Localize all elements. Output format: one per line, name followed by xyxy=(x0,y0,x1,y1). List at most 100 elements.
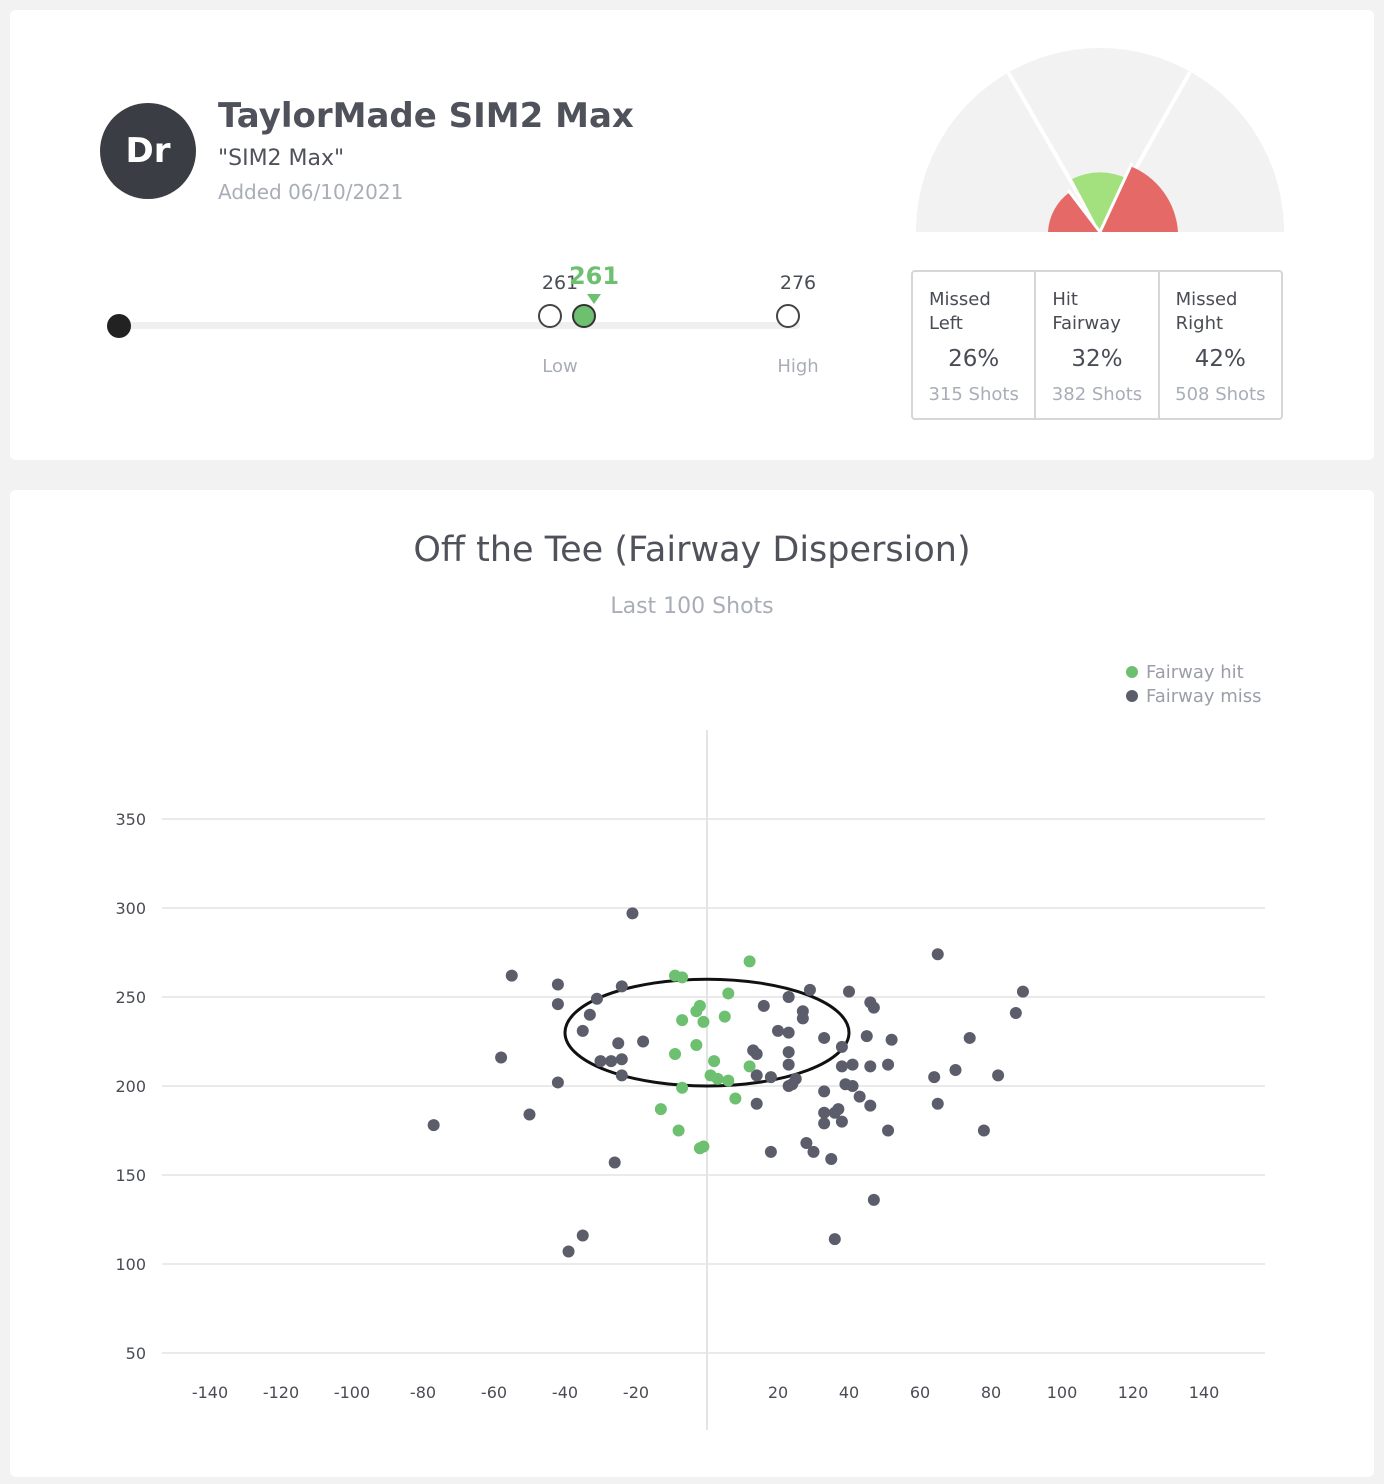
fairway-miss-point xyxy=(818,1031,831,1044)
dispersion-chart-card: Off the Tee (Fairway Dispersion) Last 10… xyxy=(10,490,1374,1477)
x-tick-label: -120 xyxy=(263,1383,299,1402)
fairway-miss-point xyxy=(583,1008,596,1021)
fairway-miss-point xyxy=(782,1026,795,1039)
gauge-missed-right-segment xyxy=(1100,166,1178,232)
fairway-miss-point xyxy=(800,1136,813,1149)
low-distance-value: 261 xyxy=(541,272,579,294)
fairway-miss-point xyxy=(590,992,603,1005)
fairway-hit-point xyxy=(672,1124,685,1137)
fairway-miss-point xyxy=(864,1060,877,1073)
x-tick-label: -60 xyxy=(481,1383,507,1402)
stat-percent: 32% xyxy=(1071,346,1123,372)
fairway-miss-point xyxy=(1009,1007,1022,1020)
club-name: TaylorMade SIM2 Max xyxy=(218,96,634,136)
fairway-miss-point xyxy=(757,999,770,1012)
y-tick-label: 50 xyxy=(126,1344,146,1363)
y-tick-label: 200 xyxy=(115,1077,146,1096)
y-tick-label: 150 xyxy=(115,1166,146,1185)
fairway-miss-point xyxy=(796,1012,809,1025)
x-tick-label: 80 xyxy=(981,1383,1001,1402)
fairway-miss-point xyxy=(835,1060,848,1073)
fairway-miss-point xyxy=(864,1099,877,1112)
y-tick-label: 350 xyxy=(115,810,146,829)
accuracy-stats-table: Missed Left 26% 315 Shots Hit Fairway 32… xyxy=(911,270,1283,420)
fairway-miss-point xyxy=(803,983,816,996)
gauge-missed-left-segment xyxy=(1048,192,1100,232)
fairway-miss-point xyxy=(867,1001,880,1014)
fairway-miss-point xyxy=(1016,985,1029,998)
legend-item-hit[interactable]: Fairway hit xyxy=(1126,660,1262,684)
fairway-miss-point xyxy=(594,1055,607,1068)
fairway-miss-point xyxy=(576,1229,589,1242)
fairway-miss-point xyxy=(843,985,855,998)
x-tick-label: -20 xyxy=(623,1383,649,1402)
fairway-miss-point xyxy=(750,1097,763,1110)
fairway-miss-point xyxy=(818,1117,831,1130)
stat-shots: 508 Shots xyxy=(1175,384,1266,405)
fairway-hit-point xyxy=(654,1103,667,1116)
fairway-hit-point xyxy=(676,1014,689,1027)
fairway-miss-point xyxy=(846,1058,859,1071)
gauge-seg-divider-left xyxy=(1066,189,1102,233)
stat-percent: 26% xyxy=(948,346,1000,372)
fairway-miss-point xyxy=(782,991,795,1003)
fairway-miss-point xyxy=(977,1124,990,1137)
x-tick-label: 60 xyxy=(910,1383,930,1402)
low-distance-marker xyxy=(538,304,562,328)
fairway-hit-point xyxy=(690,1039,703,1052)
fairway-miss-point xyxy=(882,1124,895,1137)
fairway-miss-point xyxy=(615,1053,628,1066)
legend-item-miss[interactable]: Fairway miss xyxy=(1126,684,1262,708)
stat-hit-fairway: Hit Fairway 32% 382 Shots xyxy=(1036,272,1160,418)
chart-title: Off the Tee (Fairway Dispersion) xyxy=(413,530,971,570)
fairway-miss-point xyxy=(818,1106,831,1119)
accuracy-gauge xyxy=(916,48,1284,233)
fairway-miss-point xyxy=(786,1078,799,1091)
fairway-miss-point xyxy=(818,1085,831,1098)
high-distance-marker xyxy=(776,304,800,328)
gauge-divider-left xyxy=(1006,71,1102,233)
current-distance-arrow xyxy=(587,294,601,304)
stat-missed-left: Missed Left 26% 315 Shots xyxy=(913,272,1037,418)
fairway-hit-point xyxy=(697,1015,710,1028)
fairway-hit-point xyxy=(690,1005,703,1018)
dispersion-scatter-plot: 50 100 150 200 250 300 350 -140 -120 -100 -80 -60 -4… xyxy=(115,730,1265,1430)
fairway-miss-point xyxy=(626,907,639,920)
fairway-miss-point xyxy=(551,998,564,1011)
slider-start-dot xyxy=(107,314,131,338)
fairway-miss-point xyxy=(928,1071,941,1084)
fairway-hit-point xyxy=(722,987,735,1000)
fairway-miss-point xyxy=(807,1145,820,1158)
stat-label: Missed Right xyxy=(1175,289,1238,334)
fairway-miss-point xyxy=(637,1035,650,1048)
fairway-miss-point xyxy=(782,1046,795,1059)
slider-track xyxy=(118,322,800,329)
club-added-date: Added 06/10/2021 xyxy=(218,180,404,204)
fairway-miss-point xyxy=(992,1069,1005,1082)
high-distance-value: 276 xyxy=(779,272,817,294)
gauge-background xyxy=(916,48,1284,232)
legend-label: Fairway miss xyxy=(1146,685,1262,707)
club-model: "SIM2 Max" xyxy=(218,146,345,171)
gauge-hit-fairway-segment xyxy=(1072,172,1128,232)
x-tick-label: -140 xyxy=(192,1383,228,1402)
fairway-miss-point xyxy=(495,1051,508,1064)
y-tick-label: 300 xyxy=(115,899,146,918)
legend-dot-miss xyxy=(1126,690,1138,702)
dispersion-ellipse xyxy=(563,977,851,1088)
fairway-miss-point xyxy=(608,1156,621,1169)
fairway-miss-point xyxy=(750,1047,763,1060)
x-tick-label: 100 xyxy=(1047,1383,1078,1402)
fairway-hit-point xyxy=(743,955,756,968)
fairway-miss-point xyxy=(825,1152,838,1165)
x-tick-label: -100 xyxy=(334,1383,370,1402)
stat-missed-right: Missed Right 42% 508 Shots xyxy=(1160,272,1281,418)
distance-range-slider: 261 Low 261 276 High xyxy=(100,250,840,390)
fairway-miss-point xyxy=(750,1069,763,1082)
fairway-miss-point xyxy=(576,1024,589,1037)
fairway-miss-point xyxy=(764,1071,777,1084)
stat-percent: 42% xyxy=(1194,346,1246,372)
legend-label: Fairway hit xyxy=(1146,661,1244,683)
stat-label: Hit Fairway xyxy=(1052,289,1121,334)
avatar-text: Dr xyxy=(125,131,171,171)
